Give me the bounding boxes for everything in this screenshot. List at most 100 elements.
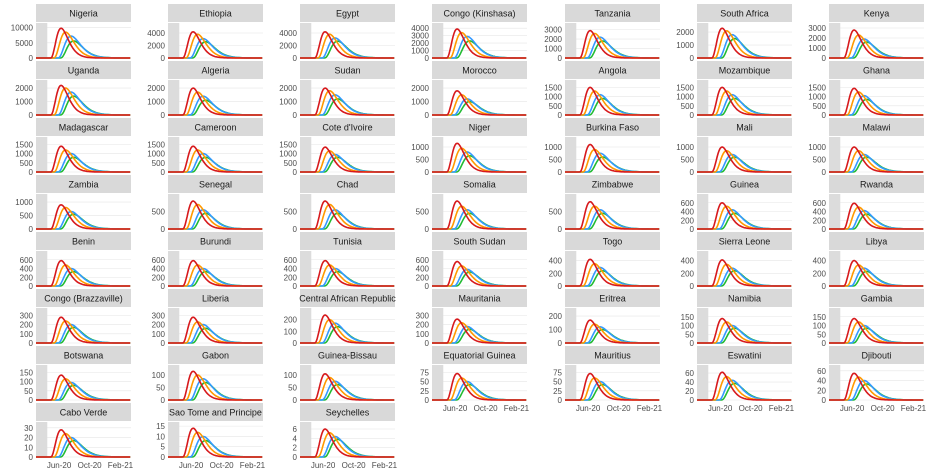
- facet-strip: [697, 4, 792, 22]
- y-tick-label: 400: [20, 265, 34, 274]
- series-line-red: [36, 27, 131, 59]
- facet-title: Malawi: [862, 123, 890, 133]
- series-line-red: [432, 89, 527, 116]
- series-line-red: [432, 318, 527, 344]
- facet-strip: [829, 289, 924, 307]
- facet-panel: Sierra Leone 0 200 400: [681, 232, 792, 291]
- y-tick-label: 1500: [544, 83, 562, 92]
- y-tick-label: 2000: [279, 42, 297, 51]
- facet-strip: [565, 232, 660, 250]
- series-line-green: [432, 40, 527, 59]
- y-tick-label: 1000: [279, 150, 297, 159]
- series-line-blue: [300, 380, 395, 401]
- series-line-orange: [168, 321, 263, 344]
- series-line-blue: [300, 322, 395, 344]
- y-tick-label: 3000: [808, 24, 826, 33]
- x-tick-label: Feb-21: [372, 461, 398, 470]
- series-line-orange: [565, 32, 660, 59]
- series-line-red: [168, 200, 263, 230]
- y-tick-label: 60: [685, 369, 694, 378]
- series-line-blue: [432, 151, 527, 173]
- y-tick-label: 2000: [808, 34, 826, 43]
- y-tick-label: 1000: [279, 98, 297, 107]
- shaded-period: [432, 365, 444, 400]
- series-line-red: [300, 30, 395, 59]
- series-line-red: [300, 87, 395, 116]
- y-tick-label: 0: [29, 453, 34, 462]
- shaded-period: [432, 308, 444, 343]
- facet-strip: [565, 61, 660, 79]
- shaded-period: [829, 137, 841, 172]
- facet-strip: [36, 232, 131, 250]
- series-line-blue: [36, 35, 131, 59]
- y-tick-label: 40: [685, 378, 694, 387]
- series-line-red: [300, 200, 395, 230]
- y-tick-label: 0: [29, 54, 34, 63]
- series-line-orange: [300, 33, 395, 59]
- y-tick-label: 2000: [676, 28, 694, 37]
- y-tick-label: 0: [29, 225, 34, 234]
- y-tick-label: 50: [24, 387, 33, 396]
- facet-title: Ethiopia: [199, 9, 232, 19]
- series-line-red: [432, 28, 527, 59]
- facet-title: Central African Republic: [299, 294, 396, 304]
- y-tick-label: 500: [20, 159, 34, 168]
- y-tick-label: 0: [425, 54, 430, 63]
- y-tick-label: 600: [152, 256, 166, 265]
- y-tick-label: 0: [425, 111, 430, 120]
- series-line-red: [168, 427, 263, 458]
- y-tick-label: 600: [813, 199, 827, 208]
- facet-strip: [432, 175, 527, 193]
- facet-title: Angola: [598, 66, 626, 76]
- facet-title: Nigeria: [69, 9, 98, 19]
- series-line-green: [168, 381, 263, 401]
- facet-title: Libya: [866, 237, 888, 247]
- facet-strip: [168, 61, 263, 79]
- y-tick-label: 1000: [676, 143, 694, 152]
- facet-panel: Togo 0 200 400: [549, 232, 660, 291]
- facet-strip: [432, 346, 527, 364]
- shaded-period: [300, 251, 312, 286]
- x-tick-label: Feb-21: [240, 461, 266, 470]
- y-tick-label: 0: [558, 282, 563, 291]
- y-tick-label: 200: [549, 312, 563, 321]
- y-tick-label: 1000: [544, 45, 562, 54]
- y-tick-label: 6: [293, 425, 298, 434]
- series-line-blue: [168, 208, 263, 230]
- facet-strip: [565, 175, 660, 193]
- facet-title: Tunisia: [333, 237, 362, 247]
- y-tick-label: 100: [416, 330, 430, 339]
- series-line-red: [697, 27, 792, 59]
- shaded-period: [36, 137, 48, 172]
- series-line-green: [697, 212, 792, 230]
- y-tick-label: 100: [284, 371, 298, 380]
- series-line-orange: [829, 150, 924, 173]
- series-line-red: [168, 316, 263, 344]
- series-line-blue: [432, 268, 527, 287]
- series-line-blue: [565, 36, 660, 59]
- facet-title: Kenya: [864, 9, 890, 19]
- y-tick-label: 600: [20, 256, 34, 265]
- facet-title: Equatorial Guinea: [443, 351, 515, 361]
- facet-strip: [432, 4, 527, 22]
- series-line-red: [36, 145, 131, 173]
- shaded-period: [697, 194, 709, 229]
- shaded-period: [565, 80, 577, 115]
- y-tick-label: 200: [813, 269, 827, 278]
- y-tick-label: 25: [553, 387, 562, 396]
- y-tick-label: 0: [690, 396, 695, 405]
- shaded-period: [168, 422, 180, 457]
- facet-title: Sierra Leone: [719, 237, 771, 247]
- facet-strip: [697, 61, 792, 79]
- series-line-green: [697, 37, 792, 59]
- facet-title: Guinea: [730, 180, 759, 190]
- y-tick-label: 0: [558, 168, 563, 177]
- y-tick-label: 0: [822, 54, 827, 63]
- facet-strip: [168, 118, 263, 136]
- facet-title: Seychelles: [326, 408, 370, 418]
- series-line-orange: [565, 205, 660, 230]
- y-tick-label: 0: [29, 396, 34, 405]
- facet-title: Mali: [736, 123, 753, 133]
